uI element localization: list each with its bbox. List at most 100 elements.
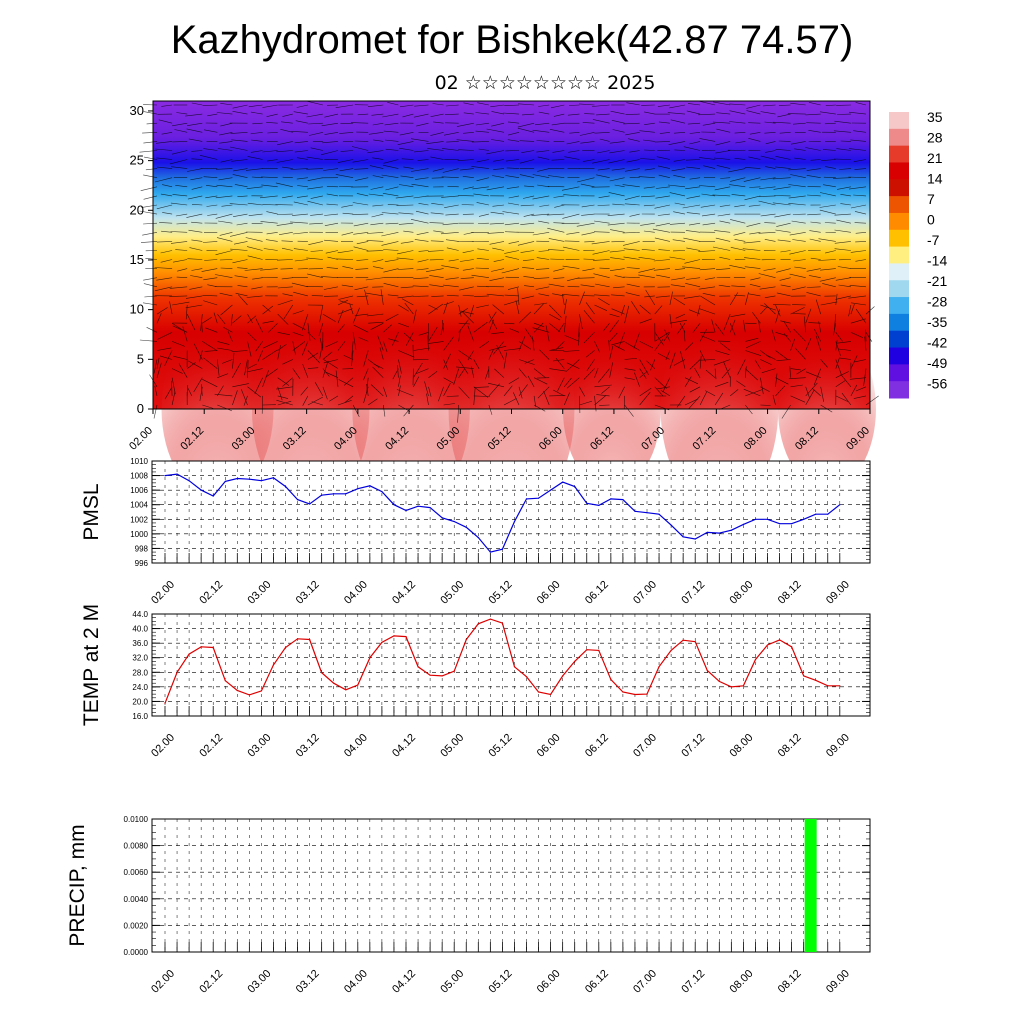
wind-barb — [805, 337, 812, 351]
wind-barb — [614, 275, 625, 278]
wind-barb — [492, 304, 505, 315]
wind-barb — [384, 122, 399, 126]
wind-barb — [689, 141, 701, 145]
wind-barb — [381, 212, 399, 215]
wind-barb — [808, 130, 821, 133]
wind-barb — [837, 186, 851, 190]
wind-barb — [788, 168, 806, 171]
wind-barb — [669, 352, 676, 369]
wind-barb — [191, 102, 203, 106]
wind-barb — [625, 132, 640, 136]
wind-barb — [280, 121, 293, 124]
wind-barb — [821, 159, 836, 161]
wind-barb — [191, 221, 203, 224]
wind-barb — [715, 141, 731, 146]
wind-barb — [773, 186, 791, 190]
wind-barb — [853, 359, 867, 363]
wind-barb — [612, 286, 625, 289]
wind-barb — [453, 368, 459, 385]
pmsl-point — [730, 529, 733, 531]
wind-barb — [631, 301, 640, 315]
wind-barb — [625, 292, 640, 297]
wind-barb — [765, 166, 776, 169]
wind-barb — [568, 150, 580, 153]
wind-barb — [340, 122, 354, 124]
wind-barb — [320, 150, 339, 156]
wind-barb — [292, 322, 306, 330]
wind-barb — [214, 393, 233, 397]
wind-barb — [442, 222, 459, 226]
wind-barb — [276, 159, 293, 163]
wind-barb — [473, 388, 476, 406]
temp-point — [706, 669, 708, 672]
wind-barb — [324, 113, 339, 118]
wind-barb — [656, 156, 670, 160]
wind-barb — [654, 237, 670, 242]
wind-barb — [191, 204, 203, 206]
wind-barb — [835, 293, 838, 306]
wind-barb — [252, 122, 263, 125]
wind-barb — [508, 377, 520, 385]
wind-barb — [191, 186, 203, 190]
wind-barb — [822, 149, 836, 151]
wind-barb — [232, 174, 248, 178]
wind-barb — [611, 308, 625, 315]
wind-barb — [729, 323, 736, 336]
wind-barb — [172, 141, 188, 143]
wind-barb — [553, 195, 565, 198]
wind-barb — [819, 111, 836, 115]
wind-barb — [650, 359, 656, 371]
wind-barb — [277, 141, 293, 146]
pmsl-point — [176, 473, 178, 475]
x-tick-label: 02.00 — [149, 732, 177, 760]
wind-barb — [433, 121, 444, 124]
wind-barb — [760, 304, 776, 311]
wind-barb — [518, 341, 532, 350]
wind-barb — [790, 102, 806, 106]
wind-barb — [370, 322, 384, 330]
temp-point — [598, 649, 600, 652]
wind-barb — [641, 249, 655, 251]
wind-barb — [515, 300, 520, 315]
wind-barb — [367, 150, 384, 154]
wind-barb — [492, 175, 505, 178]
x-tick-label: 03.00 — [246, 579, 274, 607]
wind-barb — [702, 293, 716, 297]
wind-barb — [492, 247, 505, 251]
wind-barb — [230, 132, 248, 134]
wind-barb — [230, 314, 233, 326]
wind-barb — [805, 386, 811, 400]
wind-barb — [336, 258, 354, 260]
wind-barb — [397, 141, 414, 145]
wind-barb — [775, 229, 791, 233]
wind-barb — [669, 291, 673, 306]
wind-barb — [719, 204, 731, 207]
y-tick-label: 10 — [130, 302, 144, 317]
wind-barb — [553, 268, 565, 272]
wind-barb — [745, 350, 762, 356]
wind-barb — [199, 155, 218, 160]
wind-barb — [655, 186, 670, 189]
wind-barb — [608, 340, 610, 351]
wind-barb — [553, 222, 565, 224]
wind-barb — [731, 194, 746, 197]
x-tick-label: 07.12 — [679, 579, 707, 607]
wind-barb — [731, 285, 746, 288]
temp-point — [718, 680, 720, 683]
wind-barb — [698, 157, 716, 160]
wind-barb — [262, 150, 278, 153]
y-tick-label: 0.0080 — [124, 842, 149, 851]
wind-barb — [533, 322, 544, 333]
wind-barb — [232, 315, 242, 324]
wind-barb — [593, 231, 610, 233]
wind-barb — [682, 204, 701, 209]
wind-barb — [485, 368, 490, 380]
wind-barb — [611, 341, 625, 346]
wind-barb — [280, 268, 293, 270]
wind-barb — [487, 232, 505, 234]
y-tick-label: 1004 — [130, 501, 148, 510]
wind-barb — [686, 247, 701, 251]
pmsl-point — [417, 505, 419, 507]
wind-barb — [673, 297, 686, 306]
colorbar-swatch — [889, 128, 909, 147]
